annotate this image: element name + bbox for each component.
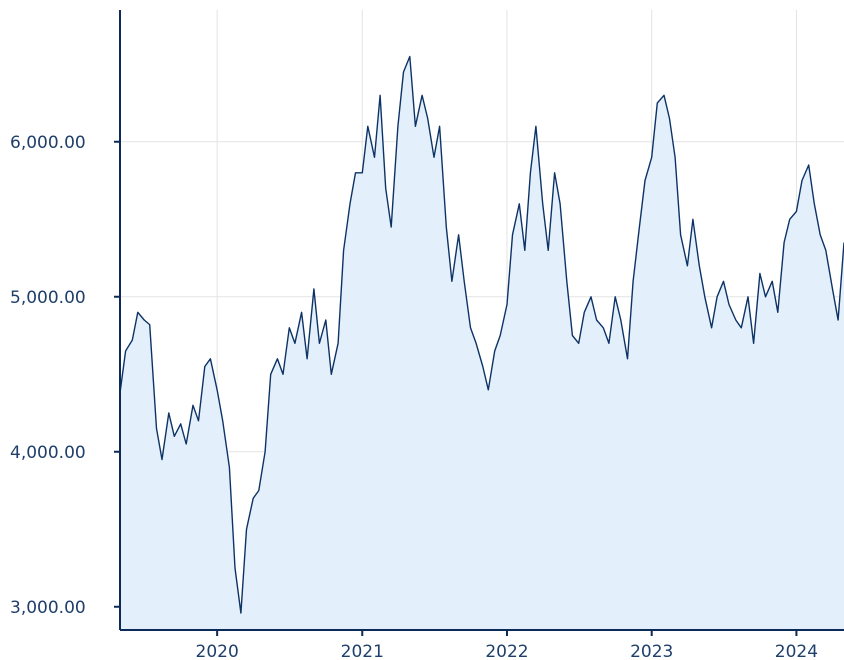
axes bbox=[119, 10, 844, 631]
x-axis-ticks: 2020 2021 2022 2023 2024 bbox=[196, 630, 818, 660]
series-area-fill bbox=[120, 56, 844, 630]
y-tick-label-0: 3,000.00 bbox=[10, 598, 86, 618]
series-line bbox=[119, 55, 844, 614]
y-tick-label-1: 4,000.00 bbox=[10, 443, 86, 463]
x-tick-label-2: 2022 bbox=[485, 642, 528, 660]
x-tick-label-0: 2020 bbox=[196, 642, 239, 660]
x-tick-label-3: 2023 bbox=[630, 642, 673, 660]
y-tick-label-2: 5,000.00 bbox=[10, 288, 86, 308]
y-tick-label-3: 6,000.00 bbox=[10, 133, 86, 153]
x-tick-label-1: 2021 bbox=[341, 642, 384, 660]
x-tick-label-4: 2024 bbox=[775, 642, 818, 660]
y-axis-ticks: 3,000.00 4,000.00 5,000.00 6,000.00 bbox=[10, 133, 120, 618]
